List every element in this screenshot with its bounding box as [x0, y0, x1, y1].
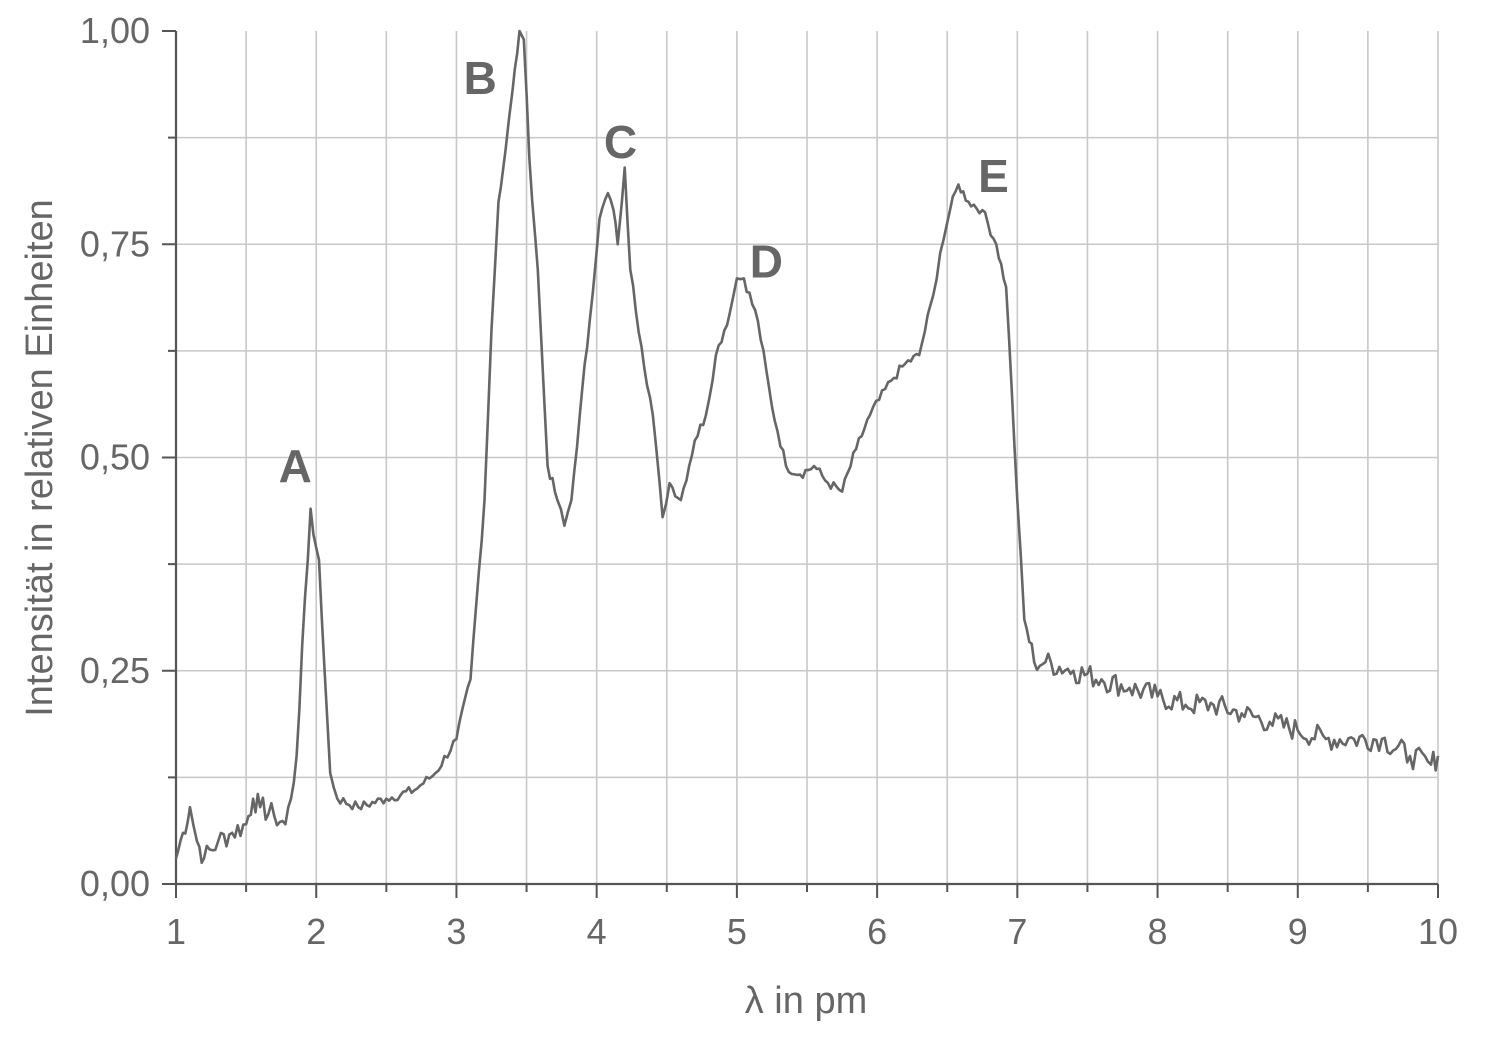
x-tick-label: 8	[1148, 911, 1168, 952]
x-tick-label: 7	[1007, 911, 1027, 952]
grid-lines	[176, 31, 1439, 884]
x-tick-label: 6	[867, 911, 887, 952]
x-tick-label: 10	[1418, 911, 1458, 952]
y-tick-label: 0,25	[80, 650, 150, 691]
peak-label-a: A	[279, 440, 312, 492]
peak-label-c: C	[604, 116, 637, 168]
y-tick-labels: 0,00 0,25 0,50 0,75 1,00	[80, 10, 150, 904]
y-tick-label: 0,75	[80, 223, 150, 264]
x-tick-label: 2	[306, 911, 326, 952]
x-tick-label: 4	[587, 911, 607, 952]
y-axis-title: Intensität in relativen Einheiten	[19, 199, 61, 717]
x-tick-label: 1	[166, 911, 186, 952]
peak-label-b: B	[464, 52, 497, 104]
x-tick-label: 3	[446, 911, 466, 952]
axis-ticks	[162, 30, 1439, 898]
peak-label-e: E	[978, 150, 1009, 202]
y-tick-label: 0,00	[80, 863, 150, 904]
peak-labels: A B C D E	[279, 52, 1009, 492]
y-tick-label: 1,00	[80, 10, 150, 51]
x-tick-label: 9	[1288, 911, 1308, 952]
x-axis-title: λ in pm	[745, 980, 867, 1022]
x-tick-labels: 1 2 3 4 5 6 7 8 9 10	[166, 911, 1458, 952]
y-tick-label: 0,50	[80, 437, 150, 478]
spectrum-line	[174, 29, 1440, 865]
x-tick-label: 5	[727, 911, 747, 952]
peak-label-d: D	[750, 235, 783, 287]
